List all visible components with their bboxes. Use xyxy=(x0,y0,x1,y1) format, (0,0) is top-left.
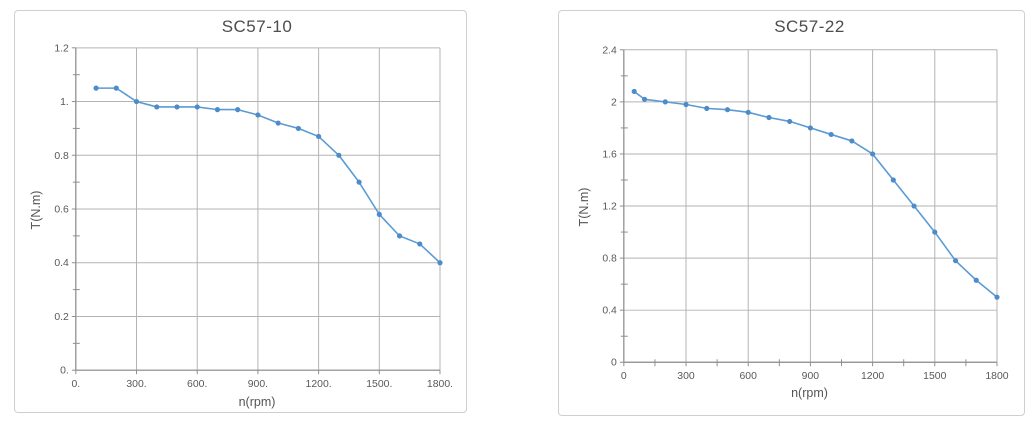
chart-panel-sc57-22: 0 300 600 900 1200 1500 1800 0 0.4 0.8 1.2 1.6 2 2.4 … xyxy=(558,10,1025,416)
svg-text:900.: 900. xyxy=(248,379,268,390)
svg-text:1200.: 1200. xyxy=(306,379,332,390)
svg-text:0.4: 0.4 xyxy=(602,306,617,317)
svg-text:1.2: 1.2 xyxy=(602,202,617,213)
svg-text:300: 300 xyxy=(677,371,695,382)
x-axis-title: n(rpm) xyxy=(791,386,828,400)
svg-text:900: 900 xyxy=(802,371,820,382)
svg-text:0.8: 0.8 xyxy=(602,254,617,265)
svg-text:2.4: 2.4 xyxy=(602,45,617,56)
svg-text:0: 0 xyxy=(611,358,617,369)
chart-title: SC57-10 xyxy=(221,17,293,36)
svg-text:1500.: 1500. xyxy=(366,379,392,390)
torque-speed-chart-sc57-22: 0 300 600 900 1200 1500 1800 0 0.4 0.8 1.2 1.6 2 2.4 xyxy=(602,45,1008,382)
svg-text:0.6: 0.6 xyxy=(54,204,69,215)
svg-text:600: 600 xyxy=(740,371,758,382)
torque-speed-chart-sc57-10: 0. 300. 600. 900. 1200. 1500. 1800. 0. 0.2 0.4 0.6… xyxy=(54,43,453,390)
svg-text:0.: 0. xyxy=(71,379,80,390)
svg-text:0.8: 0.8 xyxy=(54,151,69,162)
y-axis-title: T(N.m) xyxy=(577,187,591,227)
chart-title: SC57-22 xyxy=(774,17,845,36)
svg-text:1.: 1. xyxy=(60,97,69,108)
y-axis-title: T(N.m) xyxy=(29,190,43,230)
x-axis-title: n(rpm) xyxy=(238,395,276,409)
svg-text:1.6: 1.6 xyxy=(602,149,617,160)
svg-text:0: 0 xyxy=(621,371,627,382)
svg-text:1800.: 1800. xyxy=(427,379,453,390)
chart-panel-sc57-10: 0. 300. 600. 900. 1200. 1500. 1800. 0. 0.2 0.4 0.6… xyxy=(14,10,467,413)
svg-text:1800: 1800 xyxy=(985,371,1008,382)
svg-text:1.2: 1.2 xyxy=(54,43,69,54)
svg-text:0.: 0. xyxy=(60,366,69,377)
svg-text:0.4: 0.4 xyxy=(54,258,69,269)
svg-text:0.2: 0.2 xyxy=(54,312,69,323)
svg-text:2: 2 xyxy=(611,97,617,108)
svg-text:300.: 300. xyxy=(126,379,146,390)
svg-text:600.: 600. xyxy=(187,379,207,390)
svg-text:1200: 1200 xyxy=(861,371,884,382)
svg-text:1500: 1500 xyxy=(923,371,946,382)
